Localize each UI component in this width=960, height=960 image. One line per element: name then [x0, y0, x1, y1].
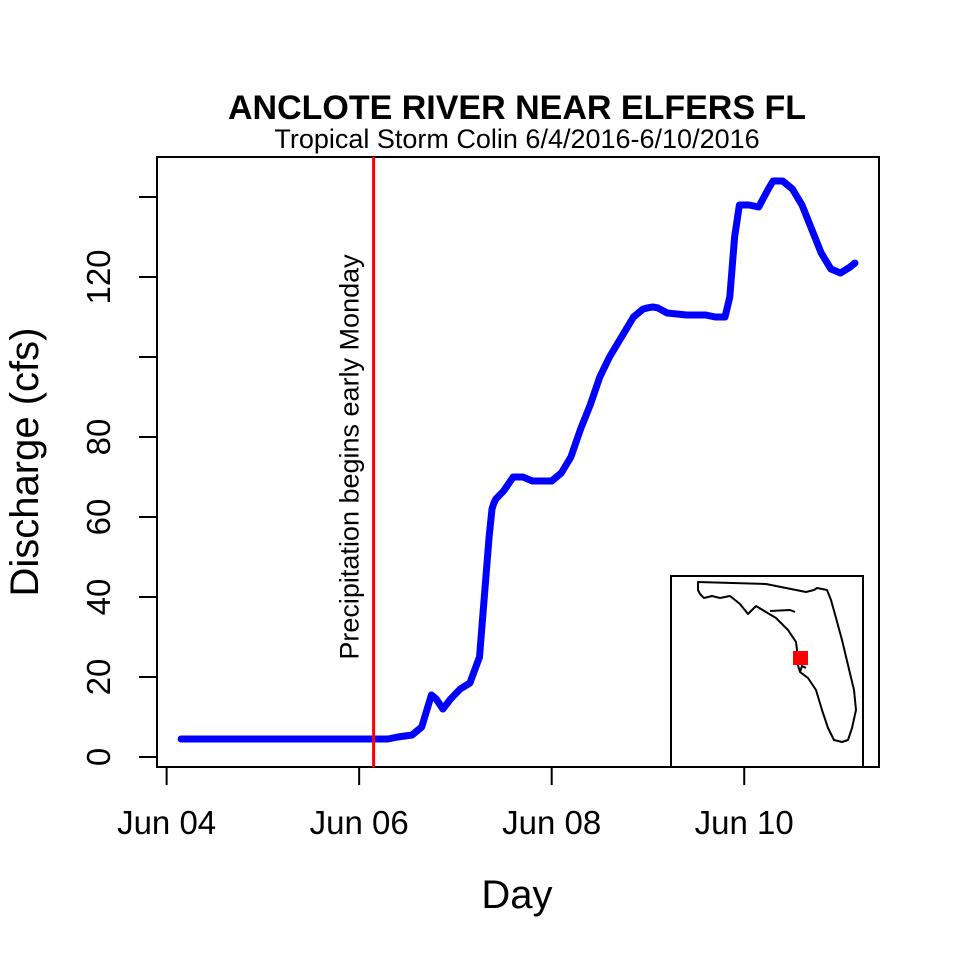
- precipitation-annotation: Precipitation begins early Monday: [335, 254, 365, 660]
- x-tick-label: Jun 06: [310, 804, 409, 841]
- y-tick-label: 120: [80, 249, 117, 304]
- x-axis: Jun 04 Jun 06 Jun 08 Jun 10: [117, 766, 794, 841]
- y-tick-label: 0: [80, 748, 117, 766]
- discharge-series-line: [177, 177, 859, 743]
- x-tick-label: Jun 10: [695, 804, 794, 841]
- chart-subtitle: Tropical Storm Colin 6/4/2016-6/10/2016: [274, 124, 759, 154]
- y-axis: 0 20 40 60 80 120: [80, 196, 158, 766]
- x-tick-label: Jun 08: [502, 804, 601, 841]
- florida-bay-detail: [769, 608, 807, 673]
- gauge-location-marker: [793, 651, 808, 665]
- y-tick-label: 60: [80, 499, 117, 536]
- florida-outline: [697, 581, 857, 743]
- y-axis-label: Discharge (cfs): [3, 328, 47, 597]
- y-tick-label: 80: [80, 419, 117, 456]
- inset-map: [670, 575, 864, 768]
- x-axis-label: Day: [481, 873, 552, 917]
- y-tick-label: 20: [80, 659, 117, 696]
- y-tick-label: 40: [80, 579, 117, 616]
- x-tick-label: Jun 04: [117, 804, 216, 841]
- chart-title: ANCLOTE RIVER NEAR ELFERS FL: [228, 89, 806, 127]
